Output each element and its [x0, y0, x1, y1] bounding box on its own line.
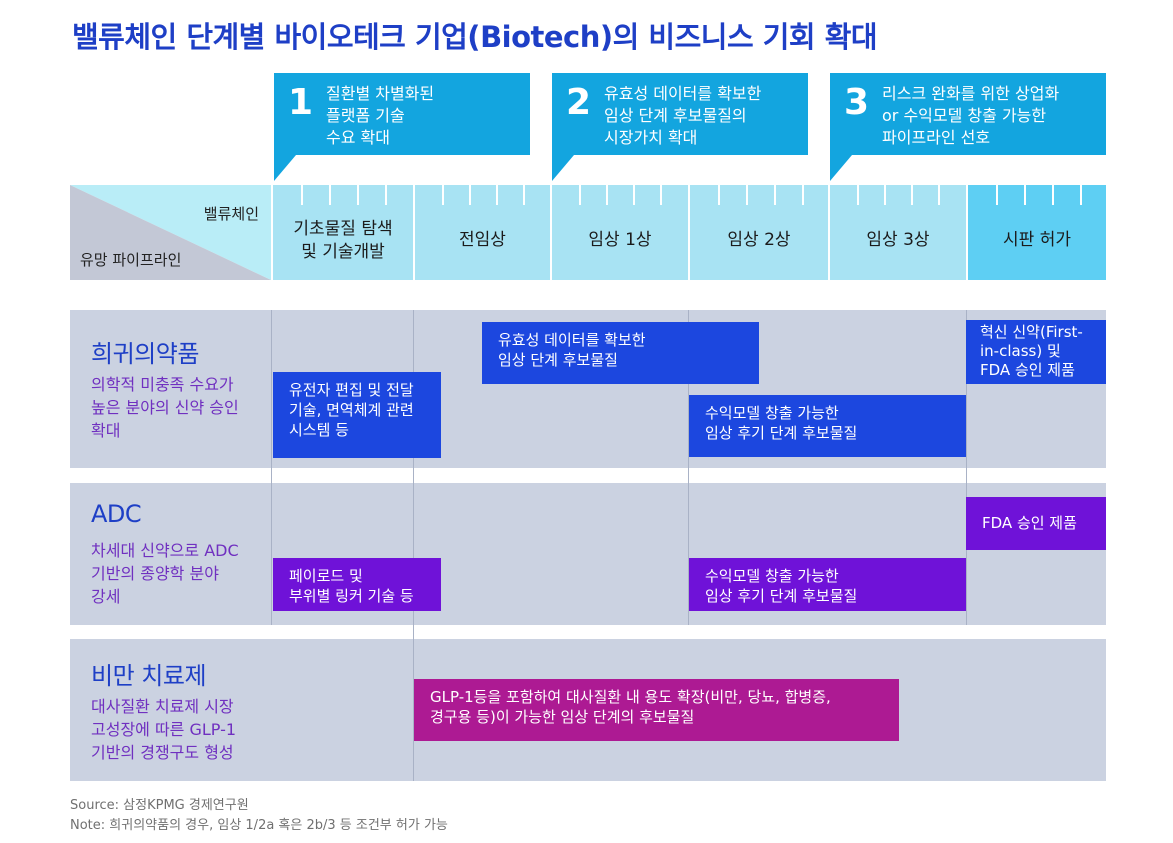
stage-label: 전임상 — [459, 230, 506, 250]
stage-label: 임상 1상 — [588, 230, 652, 250]
stage-phase-3: 임상 3상 — [828, 185, 966, 280]
callout-1: 1 질환별 차별화된 플랫폼 기술 수요 확대 — [274, 73, 530, 181]
value-chain-label: 밸류체인 — [203, 205, 259, 223]
opportunity-box: FDA 승인 제품 — [966, 497, 1106, 550]
callout-pointer — [552, 155, 574, 181]
stage-phase-2: 임상 2상 — [688, 185, 828, 280]
stage-label: 임상 3상 — [866, 230, 930, 250]
stage-preclinical: 전임상 — [413, 185, 550, 280]
callout-number: 1 — [288, 82, 314, 123]
callout-2: 2 유효성 데이터를 확보한 임상 단계 후보물질의 시장가치 확대 — [552, 73, 808, 181]
opportunity-box: 수익모델 창출 가능한 임상 후기 단계 후보물질 — [689, 395, 966, 457]
stage-label: 기초물질 탐색 및 기술개발 — [293, 218, 393, 262]
opportunity-box: 유효성 데이터를 확보한 임상 단계 후보물질 — [482, 322, 759, 384]
page-title: 밸류체인 단계별 바이오테크 기업(Biotech)의 비즈니스 기회 확대 — [72, 20, 878, 54]
stage-approval: 시판 허가 — [966, 185, 1106, 280]
callout-number: 3 — [844, 82, 870, 123]
guide-line — [688, 310, 689, 625]
callout-3: 3 리스크 완화를 위한 상업화 or 수익모델 창출 가능한 파이프라인 선호 — [830, 73, 1106, 181]
stage-discovery: 기초물질 탐색 및 기술개발 — [271, 185, 413, 280]
callout-text: 리스크 완화를 위한 상업화 or 수익모델 창출 가능한 파이프라인 선호 — [882, 84, 1060, 147]
stage-label: 시판 허가 — [1003, 230, 1071, 250]
stage-phase-1: 임상 1상 — [550, 185, 688, 280]
opportunity-box: 수익모델 창출 가능한 임상 후기 단계 후보물질 — [689, 558, 966, 611]
diagonal-split — [70, 185, 271, 280]
guide-line — [413, 310, 414, 781]
opportunity-box: 혁신 신약(First- in-class) 및 FDA 승인 제품 — [966, 320, 1106, 384]
guide-line — [271, 310, 272, 625]
row-description: 차세대 신약으로 ADC 기반의 종양학 분야 강세 — [91, 541, 239, 606]
callout-pointer — [274, 155, 296, 181]
opportunity-box: GLP-1등을 포함하여 대사질환 내 용도 확장(비만, 당뇨, 합병증, 경… — [414, 679, 899, 741]
opportunity-box: 유전자 편집 및 전달 기술, 면역체계 관련 시스템 등 — [273, 372, 441, 458]
callout-text: 유효성 데이터를 확보한 임상 단계 후보물질의 시장가치 확대 — [604, 84, 762, 147]
opportunity-box: 페이로드 및 부위별 링커 기술 등 — [273, 558, 441, 611]
row-title: 비만 치료제 — [91, 662, 207, 690]
row-description: 의학적 미충족 수요가 높은 분야의 신약 승인 확대 — [91, 375, 239, 440]
source-note: Source: 삼정KPMG 경제연구원 — [70, 798, 249, 813]
row-title: 희귀의약품 — [91, 340, 199, 368]
callout-number: 2 — [566, 82, 592, 123]
callout-text: 질환별 차별화된 플랫폼 기술 수요 확대 — [326, 84, 435, 147]
footnote: Note: 희귀의약품의 경우, 임상 1/2a 혹은 2b/3 등 조건부 허… — [70, 818, 448, 833]
callout-pointer — [830, 155, 852, 181]
pipeline-label: 유망 파이프라인 — [80, 251, 182, 269]
header-corner: 밸류체인 유망 파이프라인 — [70, 185, 271, 280]
row-title: ADC — [91, 500, 142, 528]
guide-line — [966, 310, 967, 625]
stage-label: 임상 2상 — [727, 230, 791, 250]
row-description: 대사질환 치료제 시장 고성장에 따른 GLP-1 기반의 경쟁구도 형성 — [91, 697, 237, 762]
